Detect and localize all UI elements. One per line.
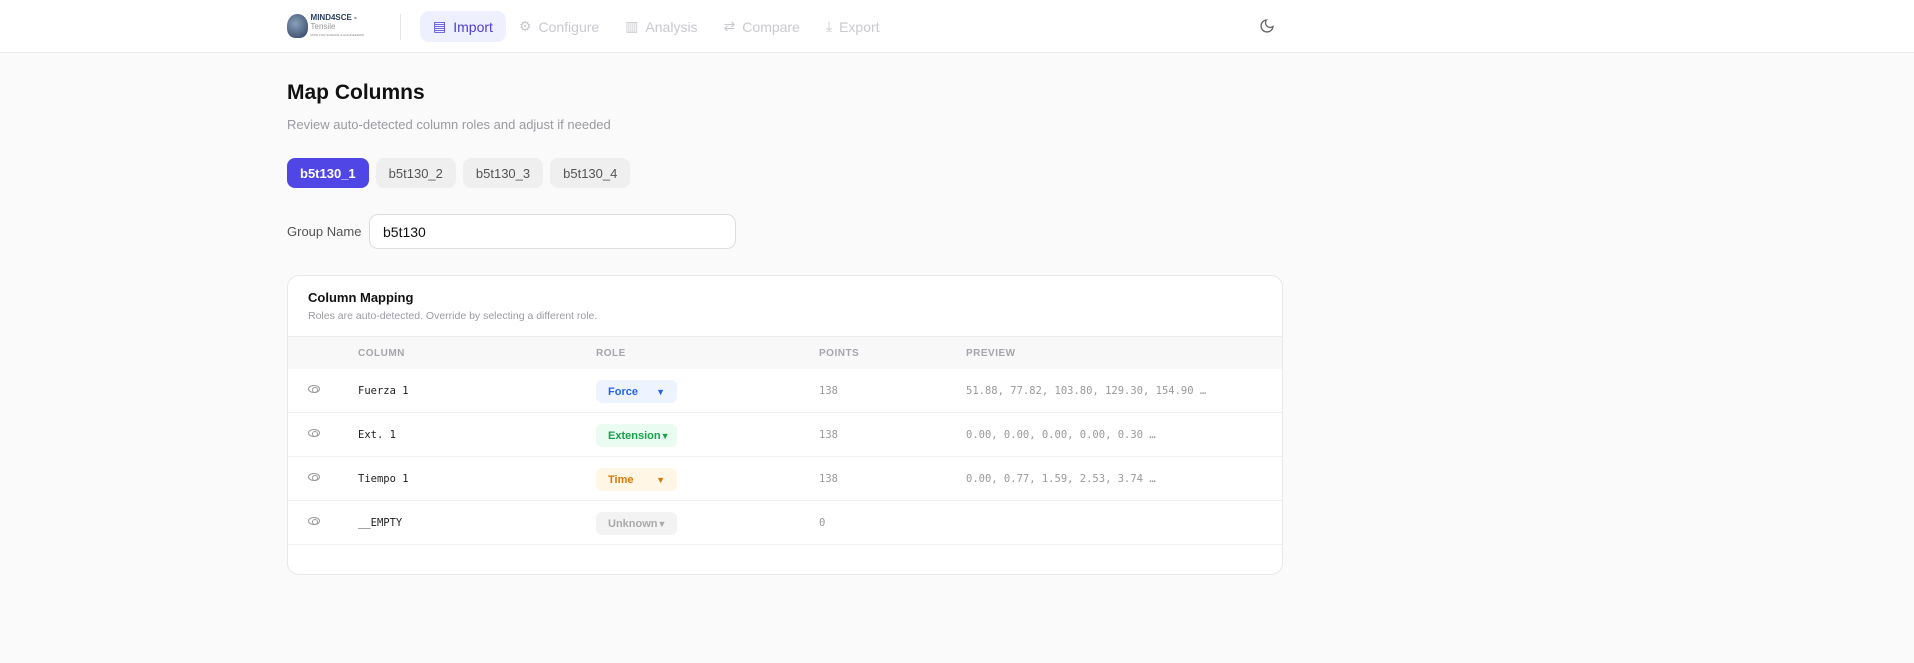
group-name-label: Group Name — [287, 224, 362, 239]
role-value: Unknown — [608, 517, 658, 530]
nav-label: Analysis — [645, 18, 698, 35]
nav-label: Import — [453, 18, 493, 35]
logo[interactable]: MIND4SCE - Tensile MIND FOR SCIENCE & ENG… — [287, 12, 379, 40]
page-subtitle: Review auto-detected column roles and ad… — [287, 117, 611, 132]
nav-import[interactable]: ▤ Import — [420, 11, 506, 42]
role-select[interactable]: Unknown ▼ — [596, 512, 677, 535]
file-tab[interactable]: b5t130_3 — [462, 158, 544, 188]
role-value: Time — [608, 473, 634, 486]
group-name-input[interactable] — [369, 214, 736, 249]
download-icon: ⤓ — [825, 18, 833, 34]
table-row: Ext. 1 Extension ▼ 138 0.00, 0.00, 0.00, … — [288, 413, 1282, 457]
column-name: Fuerza 1 — [358, 385, 409, 397]
logo-text: MIND4SCE — [310, 12, 352, 22]
header-role: ROLE — [596, 348, 626, 359]
points-value: 138 — [819, 385, 838, 397]
file-tab[interactable]: b5t130_2 — [375, 158, 456, 188]
table-row: __EMPTY Unknown ▼ 0 — [288, 501, 1282, 545]
file-tab[interactable]: b5t130_4 — [550, 158, 631, 188]
points-value: 138 — [819, 473, 838, 485]
role-select[interactable]: Extension ▼ — [596, 424, 677, 447]
bar-chart-icon: ▥ — [625, 18, 639, 34]
top-bar: MIND4SCE - Tensile MIND FOR SCIENCE & ENG… — [0, 0, 1914, 53]
chevron-down-icon: ▼ — [656, 386, 665, 397]
column-name: __EMPTY — [358, 517, 403, 529]
header-points: POINTS — [819, 348, 860, 359]
card-description: Roles are auto-detected. Override by sel… — [308, 310, 598, 322]
nav-configure[interactable]: ⚙ Configure — [506, 11, 612, 42]
eye-icon[interactable] — [308, 473, 320, 481]
nav-label: Compare — [742, 18, 800, 35]
nav-export[interactable]: ⤓ Export — [813, 11, 893, 42]
role-value: Force — [608, 385, 638, 398]
table-row: Fuerza 1 Force ▼ 138 51.88, 77.82, 103.80… — [288, 369, 1282, 413]
nav-compare[interactable]: ⇄ Compare — [711, 11, 813, 42]
nav-label: Configure — [538, 18, 600, 35]
points-value: 138 — [819, 429, 838, 441]
page-title: Map Columns — [287, 81, 425, 104]
role-select[interactable]: Force ▼ — [596, 380, 677, 403]
moon-icon[interactable] — [1259, 18, 1275, 34]
main-content: Map Columns Review auto-detected column … — [287, 53, 1283, 575]
preview-value: 0.00, 0.77, 1.59, 2.53, 3.74 … — [966, 473, 1156, 485]
nav-analysis[interactable]: ▥ Analysis — [612, 11, 710, 42]
main-nav: ▤ Import ⚙ Configure ▥ Analysis ⇄ Compare ⤓ E… — [420, 11, 893, 42]
role-select[interactable]: Time ▼ — [596, 468, 677, 491]
file-tabs: b5t130_1 b5t130_2 b5t130_3 b5t130_4 — [287, 158, 1283, 188]
preview-value: 51.88, 77.82, 103.80, 129.30, 154.90 … — [966, 385, 1207, 397]
role-value: Extension — [608, 429, 661, 442]
header-preview: PREVIEW — [966, 348, 1016, 359]
table-header: COLUMN ROLE POINTS PREVIEW — [288, 336, 1282, 369]
header-column: COLUMN — [358, 348, 405, 359]
logo-tagline: MIND FOR SCIENCE & ENGINEERING — [310, 32, 365, 37]
logo-suffix: Tensile — [310, 21, 336, 31]
card-title: Column Mapping — [308, 290, 414, 305]
eye-icon[interactable] — [308, 517, 320, 525]
gear-icon: ⚙ — [518, 18, 532, 34]
points-value: 0 — [819, 517, 826, 529]
column-name: Ext. 1 — [358, 429, 396, 441]
file-icon: ▤ — [433, 18, 447, 34]
column-name: Tiempo 1 — [358, 473, 409, 485]
preview-value: 0.00, 0.00, 0.00, 0.00, 0.30 … — [966, 429, 1156, 441]
chevron-down-icon: ▼ — [660, 430, 670, 441]
column-mapping-card: Column Mapping Roles are auto-detected. … — [287, 275, 1283, 575]
table-row: Tiempo 1 Time ▼ 138 0.00, 0.77, 1.59, 2.5… — [288, 457, 1282, 501]
file-tab[interactable]: b5t130_1 — [287, 158, 369, 188]
compare-icon: ⇄ — [723, 18, 736, 34]
divider — [400, 14, 401, 40]
chevron-down-icon: ▼ — [657, 518, 667, 529]
eye-icon[interactable] — [308, 429, 320, 437]
nav-label: Export — [839, 18, 880, 35]
eye-icon[interactable] — [308, 385, 320, 393]
logo-head-icon — [287, 14, 308, 38]
chevron-down-icon: ▼ — [656, 474, 665, 485]
